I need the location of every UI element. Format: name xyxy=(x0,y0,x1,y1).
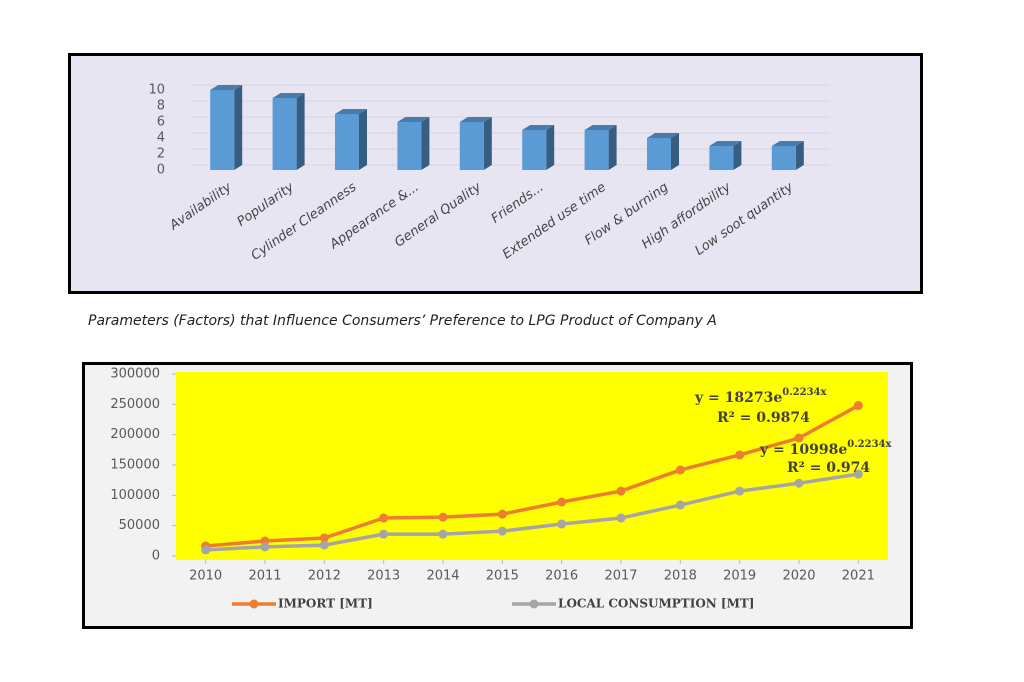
bar-side xyxy=(795,141,804,170)
annotation: R² = 0.9874 xyxy=(717,410,810,426)
bar xyxy=(210,90,235,170)
y-tick-label: 100000 xyxy=(110,488,160,503)
bar-top xyxy=(709,141,742,146)
point xyxy=(438,529,448,539)
bar-side xyxy=(234,85,243,170)
y-tick-label: 8 xyxy=(157,99,165,114)
annotation-exponent: 0.2234x xyxy=(782,387,827,398)
y-tick-label: 300000 xyxy=(110,367,160,382)
point xyxy=(794,478,804,488)
x-tick-label: 2015 xyxy=(486,569,519,584)
legend-marker xyxy=(529,599,539,609)
y-tick-label: 200000 xyxy=(110,427,160,442)
point xyxy=(557,519,567,529)
bar-side xyxy=(296,93,305,170)
x-tick-label: 2011 xyxy=(248,569,281,584)
annotation: R² = 0.974 xyxy=(787,460,870,476)
x-tick-label: 2010 xyxy=(189,569,222,584)
bar-top xyxy=(397,117,430,122)
bar-side xyxy=(608,125,617,170)
y-tick-label: 2 xyxy=(157,147,165,162)
point xyxy=(379,513,389,523)
bar xyxy=(272,98,297,170)
bar xyxy=(771,146,796,170)
bar-top xyxy=(647,133,679,138)
x-tick-label: 2017 xyxy=(604,569,637,584)
x-tick-label: 2018 xyxy=(664,569,697,584)
annotation-text: y = 18273e xyxy=(694,390,782,406)
bar xyxy=(522,130,547,170)
point xyxy=(853,469,863,479)
point xyxy=(675,500,685,510)
bar xyxy=(647,138,671,170)
bar xyxy=(709,146,734,170)
point xyxy=(497,526,507,536)
point xyxy=(616,513,626,523)
bar-top xyxy=(210,85,243,90)
annotation-text: y = 10998e xyxy=(759,442,847,458)
x-tick-label: 2021 xyxy=(842,569,875,584)
y-tick-label: 4 xyxy=(157,131,165,146)
point xyxy=(319,540,329,550)
x-tick-label: 2019 xyxy=(723,569,756,584)
bar-top xyxy=(771,141,804,146)
point xyxy=(557,497,567,507)
point xyxy=(735,450,745,460)
annotation: y = 18273e0.2234x xyxy=(694,387,828,407)
x-tick-label: 2012 xyxy=(308,569,341,584)
bar-side xyxy=(483,117,492,170)
bar-top xyxy=(335,109,367,114)
legend-label: LOCAL CONSUMPTION [MT] xyxy=(558,597,755,611)
bar xyxy=(584,130,609,170)
point xyxy=(319,533,329,543)
point xyxy=(260,542,270,552)
point xyxy=(794,433,804,443)
series-line xyxy=(205,404,860,548)
x-tick-label: 2013 xyxy=(367,569,400,584)
point xyxy=(735,486,745,496)
series-line xyxy=(205,472,859,552)
point xyxy=(201,545,211,555)
point xyxy=(853,401,863,411)
y-tick-label: 0 xyxy=(152,549,160,564)
y-tick-label: 150000 xyxy=(110,458,160,473)
y-tick-label: 10 xyxy=(148,83,165,98)
bar-side xyxy=(421,117,430,170)
x-tick-label: 2014 xyxy=(426,569,459,584)
x-tick-label: 2020 xyxy=(782,569,815,584)
x-tick-label: 2016 xyxy=(545,569,578,584)
point xyxy=(379,529,389,539)
annotation-text: R² = 0.9874 xyxy=(717,410,810,426)
chart-frame xyxy=(68,53,923,294)
annotation: y = 10998e0.2234x xyxy=(759,439,893,459)
bar-side xyxy=(546,125,555,170)
bar-top xyxy=(459,117,492,122)
annotation-text: R² = 0.974 xyxy=(787,460,870,476)
bar xyxy=(459,122,484,170)
point xyxy=(438,512,448,522)
bar-side xyxy=(359,109,367,170)
legend-marker xyxy=(249,599,259,609)
bar-top xyxy=(272,93,305,98)
bar xyxy=(335,114,359,170)
bar-top xyxy=(584,125,617,130)
point xyxy=(497,509,507,519)
legend-label: IMPORT [MT] xyxy=(278,597,373,611)
y-tick-label: 50000 xyxy=(119,518,160,533)
caption: Parameters (Factors) that Influence Cons… xyxy=(88,313,717,329)
point xyxy=(616,486,626,496)
y-tick-label: 250000 xyxy=(110,397,160,412)
bar xyxy=(397,122,422,170)
bar-top xyxy=(522,125,555,130)
bar-side xyxy=(733,141,742,170)
annotation-exponent: 0.2234x xyxy=(847,439,892,450)
y-tick-label: 6 xyxy=(157,115,165,130)
point xyxy=(675,465,685,475)
y-tick-label: 0 xyxy=(157,163,165,178)
bar-side xyxy=(671,133,679,170)
